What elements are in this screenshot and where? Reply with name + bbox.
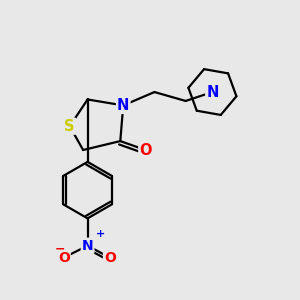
Text: +: + <box>96 230 105 239</box>
Text: N: N <box>82 239 93 253</box>
Text: N: N <box>206 85 219 100</box>
Text: N: N <box>117 98 129 113</box>
Text: −: − <box>54 242 65 255</box>
Text: O: O <box>104 250 116 265</box>
Text: O: O <box>139 142 152 158</box>
Text: O: O <box>58 250 70 265</box>
Text: S: S <box>64 119 75 134</box>
